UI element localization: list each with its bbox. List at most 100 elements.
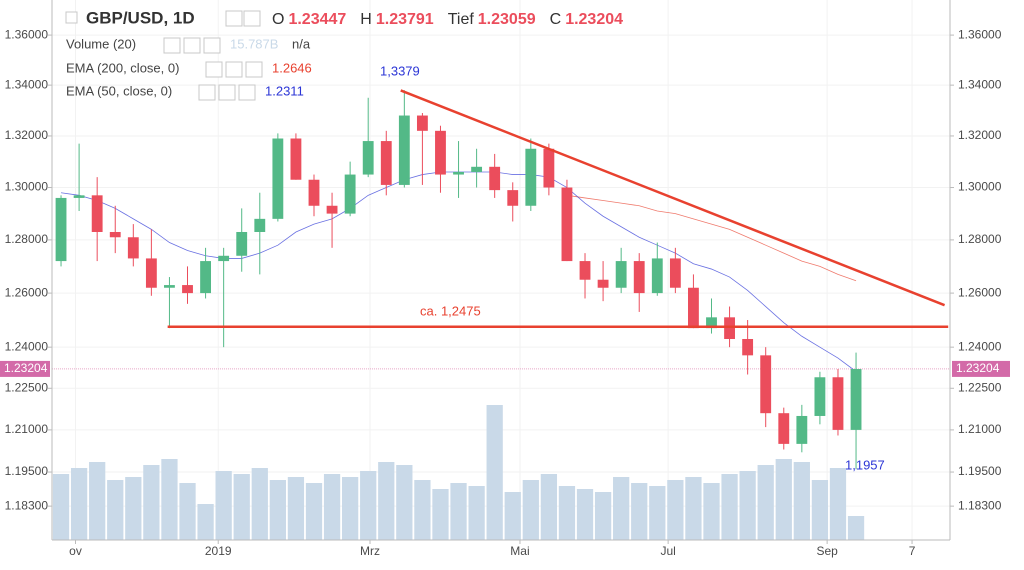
candle-body <box>742 338 754 356</box>
volume-bar <box>323 474 341 540</box>
volume-bar <box>613 477 630 540</box>
legend-ema200-value: 1.2646 <box>272 60 312 75</box>
candle-body <box>416 115 428 131</box>
eye-icon[interactable] <box>225 10 243 27</box>
candle-body <box>688 287 699 329</box>
plot-area <box>52 0 950 540</box>
y-tick-label: 1.28000 <box>958 232 1002 246</box>
candle-body <box>164 285 175 288</box>
candle-body <box>326 205 338 214</box>
candle-body <box>706 317 717 329</box>
candle-body <box>814 377 826 416</box>
settings-icon[interactable] <box>243 10 261 27</box>
ohlc-value: 1.23447 <box>288 11 346 28</box>
candle-body <box>525 148 537 206</box>
volume-bar <box>107 480 124 540</box>
candle-body <box>145 258 157 288</box>
settings-icon[interactable] <box>183 37 201 54</box>
volume-bar <box>233 474 250 540</box>
volume-bar <box>576 489 594 540</box>
ohlc-label: H <box>360 11 372 28</box>
candle-body <box>254 218 266 232</box>
candle-body <box>236 231 248 256</box>
volume-bar <box>631 483 648 540</box>
remove-icon[interactable] <box>245 61 263 78</box>
candle-body <box>651 258 663 294</box>
y-tick-label: 1.24000 <box>5 339 49 353</box>
candle-body <box>579 261 591 280</box>
ema-line <box>566 194 857 282</box>
x-tick-label: 7 <box>909 544 916 558</box>
annotation: 1,3379 <box>380 63 420 78</box>
ohlc-value: 1.23059 <box>478 11 536 28</box>
volume-bar <box>269 480 286 540</box>
remove-icon[interactable] <box>238 84 256 101</box>
y-tick-label: 1.26000 <box>5 285 49 299</box>
y-tick-label: 1.18300 <box>5 498 49 512</box>
candle-body <box>669 258 681 288</box>
eye-icon[interactable] <box>205 61 223 78</box>
ohlc-value: 1.23204 <box>565 11 623 28</box>
volume-bar <box>197 504 214 540</box>
legend-volume-extra: n/a <box>292 36 311 51</box>
volume-bar <box>847 516 865 540</box>
price-badge <box>0 360 50 377</box>
volume-bar <box>522 480 539 540</box>
candle-body <box>597 279 609 288</box>
volume-bar <box>739 471 756 540</box>
ohlc-value: 1.23791 <box>376 11 434 28</box>
volume-bar <box>414 480 431 540</box>
collapse-icon[interactable] <box>65 11 78 24</box>
settings-icon[interactable] <box>225 61 243 78</box>
volume-bar <box>125 477 142 540</box>
candle-body <box>850 369 862 430</box>
candle-body <box>489 166 501 191</box>
candle-body <box>471 166 483 172</box>
y-tick-label: 1.21000 <box>958 422 1002 436</box>
candle-body <box>308 179 320 206</box>
remove-icon[interactable] <box>203 37 221 54</box>
symbol: GBP/USD, 1D <box>86 8 195 27</box>
volume-bar <box>378 462 395 540</box>
volume-bar <box>251 468 268 540</box>
price-badge-label: 1.23204 <box>956 361 1000 375</box>
y-tick-label: 1.18300 <box>958 498 1002 512</box>
y-tick-label: 1.22500 <box>5 380 49 394</box>
volume-bar <box>558 486 576 540</box>
y-tick-label: 1.34000 <box>958 77 1002 91</box>
legend-ema50: EMA (50, close, 0) <box>66 83 172 98</box>
candle-body <box>344 174 356 214</box>
volume-bar <box>829 468 847 540</box>
trend-line <box>400 89 946 307</box>
candle-body <box>435 130 446 175</box>
volume-bar <box>594 492 612 540</box>
x-tick-label: Mai <box>510 544 529 558</box>
y-tick-label: 1.30000 <box>958 180 1002 194</box>
y-tick-label: 1.32000 <box>5 128 49 142</box>
volume-bar <box>685 477 702 540</box>
volume-bar <box>504 492 521 540</box>
annotation: 1,1957 <box>845 457 885 472</box>
volume-bar <box>468 486 485 540</box>
candle-body <box>724 317 735 339</box>
y-tick-label: 1.24000 <box>958 339 1002 353</box>
y-tick-label: 1.34000 <box>5 77 49 91</box>
candle-body <box>127 237 139 259</box>
x-tick-label: 2019 <box>205 544 232 558</box>
candle-body <box>362 141 374 175</box>
volume-bar <box>396 465 413 540</box>
volume-bar <box>360 471 377 540</box>
volume-bar <box>775 459 792 540</box>
settings-icon[interactable] <box>218 84 236 101</box>
eye-icon[interactable] <box>163 37 181 54</box>
volume-bar <box>305 483 323 540</box>
eye-icon[interactable] <box>198 84 216 101</box>
y-tick-label: 1.28000 <box>5 232 49 246</box>
candle-body <box>778 413 790 444</box>
annotation: ca. 1,2475 <box>420 303 481 318</box>
price-badge-label: 1.23204 <box>4 361 48 375</box>
price-badge <box>952 360 1010 377</box>
candle-body <box>633 261 645 294</box>
volume-bar <box>721 474 738 540</box>
